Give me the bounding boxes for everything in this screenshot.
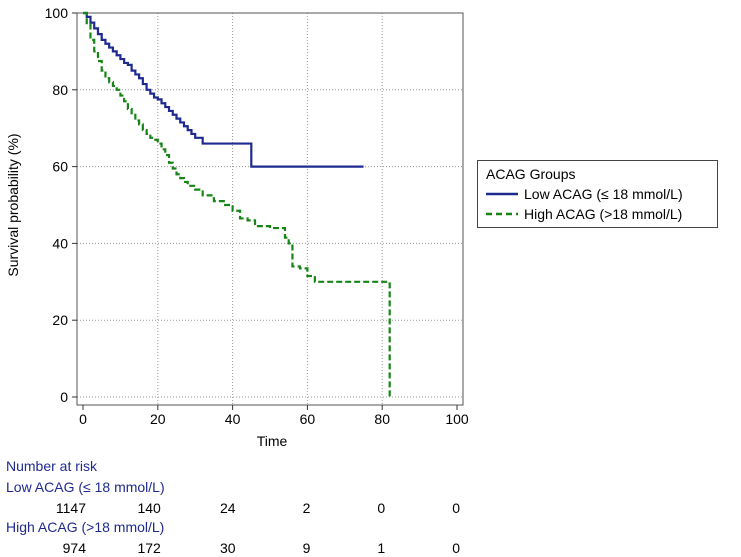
y-tick-label: 80 — [52, 82, 68, 98]
risk-count: 1147 — [55, 500, 86, 516]
risk-count: 140 — [137, 500, 161, 516]
legend-entry-high: High ACAG (>18 mmol/L) — [486, 206, 682, 222]
legend-label-high: High ACAG (>18 mmol/L) — [524, 206, 683, 222]
x-tick-label: 100 — [445, 411, 469, 427]
risk-count: 172 — [137, 540, 161, 556]
y-axis-label: Survival probability (%) — [5, 133, 21, 276]
risk-count: 1 — [377, 540, 386, 556]
x-tick-label: 0 — [79, 411, 87, 427]
risk-count: 0 — [452, 500, 460, 516]
risk-count: 974 — [62, 540, 86, 556]
legend-title: ACAG Groups — [486, 166, 576, 182]
x-axis-label: Time — [257, 433, 288, 449]
risk-count: 24 — [220, 500, 236, 516]
axes: 0 20 40 60 80 100 0 20 40 60 80 100 — [45, 5, 469, 427]
y-tick-label: 20 — [52, 312, 68, 328]
risk-group-low-label: Low ACAG (≤ 18 mmol/L) — [6, 479, 165, 495]
legend-swatch-high — [486, 212, 518, 216]
x-tick-label: 20 — [150, 411, 166, 427]
risk-count: 0 — [377, 500, 386, 516]
risk-count: 2 — [302, 500, 311, 516]
y-tick-label: 60 — [52, 159, 68, 175]
legend-label-low: Low ACAG (≤ 18 mmol/L) — [524, 186, 683, 202]
legend-entry-low: Low ACAG (≤ 18 mmol/L) — [486, 186, 683, 202]
risk-group-high-label: High ACAG (>18 mmol/L) — [6, 519, 165, 535]
series-line-high-acag — [83, 11, 391, 397]
x-tick-label: 40 — [225, 411, 241, 427]
series-layer — [83, 11, 391, 397]
y-tick-label: 40 — [52, 235, 68, 251]
plot-frame — [76, 12, 464, 406]
risk-count: 30 — [220, 540, 236, 556]
risk-count: 9 — [302, 540, 311, 556]
y-tick-label: 0 — [60, 389, 68, 405]
series-line-low-acag — [83, 11, 364, 168]
x-tick-label: 60 — [300, 411, 316, 427]
risk-count: 0 — [452, 540, 460, 556]
x-tick-label: 80 — [374, 411, 390, 427]
km-plot: 0 20 40 60 80 100 0 20 40 60 80 100 Survival probab… — [5, 5, 469, 449]
risk-table-title: Number at risk — [6, 458, 98, 474]
legend: ACAG Groups Low ACAG (≤ 18 mmol/L) High … — [477, 160, 718, 228]
legend-swatch-low — [486, 192, 518, 196]
y-tick-label: 100 — [45, 5, 69, 21]
